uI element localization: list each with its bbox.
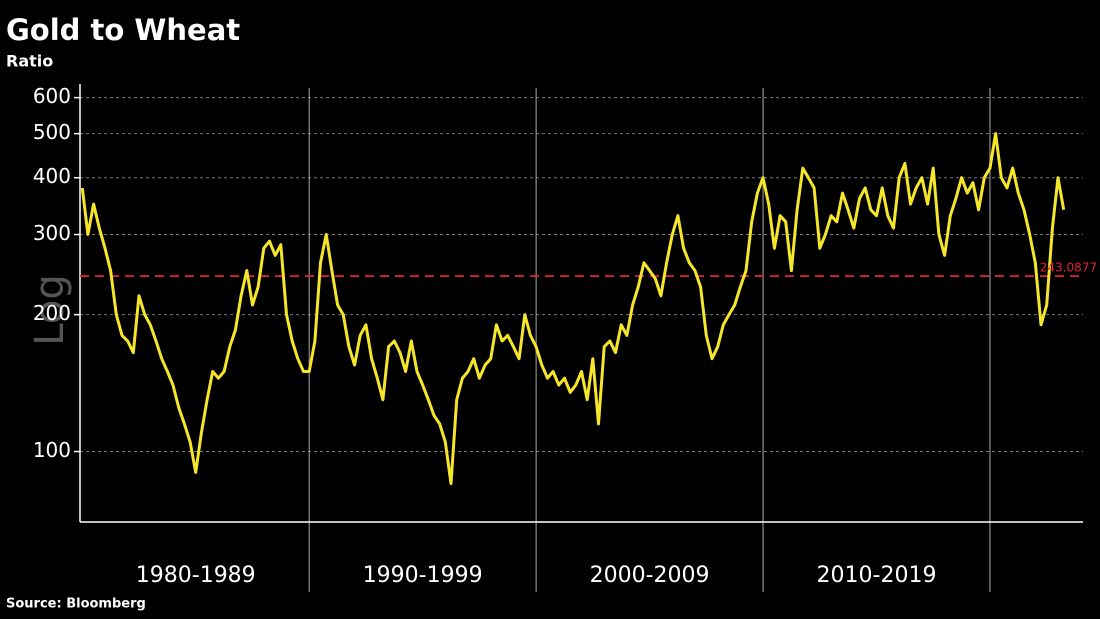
source-note: Source: Bloomberg [6,597,146,612]
chart-title: Gold to Wheat [6,13,240,47]
chart-subtitle: Ratio [6,52,53,71]
data-line [80,132,1066,486]
y-tick-label: 400 [33,164,71,188]
decade-label: 1980-1989 [136,563,256,588]
y-tick-label: 600 [33,84,71,108]
reference-label: 243.0877 [1040,261,1097,275]
decade-label: 1990-1999 [363,563,483,588]
y-tick-label: 500 [33,120,71,144]
y-tick-label: 300 [33,221,71,245]
scale-watermark: Log [27,274,73,345]
y-tick-label: 100 [33,438,71,462]
y-tick-label: 200 [33,301,71,325]
decade-label: 2000-2009 [590,563,710,588]
decade-label: 2010-2019 [817,563,937,588]
